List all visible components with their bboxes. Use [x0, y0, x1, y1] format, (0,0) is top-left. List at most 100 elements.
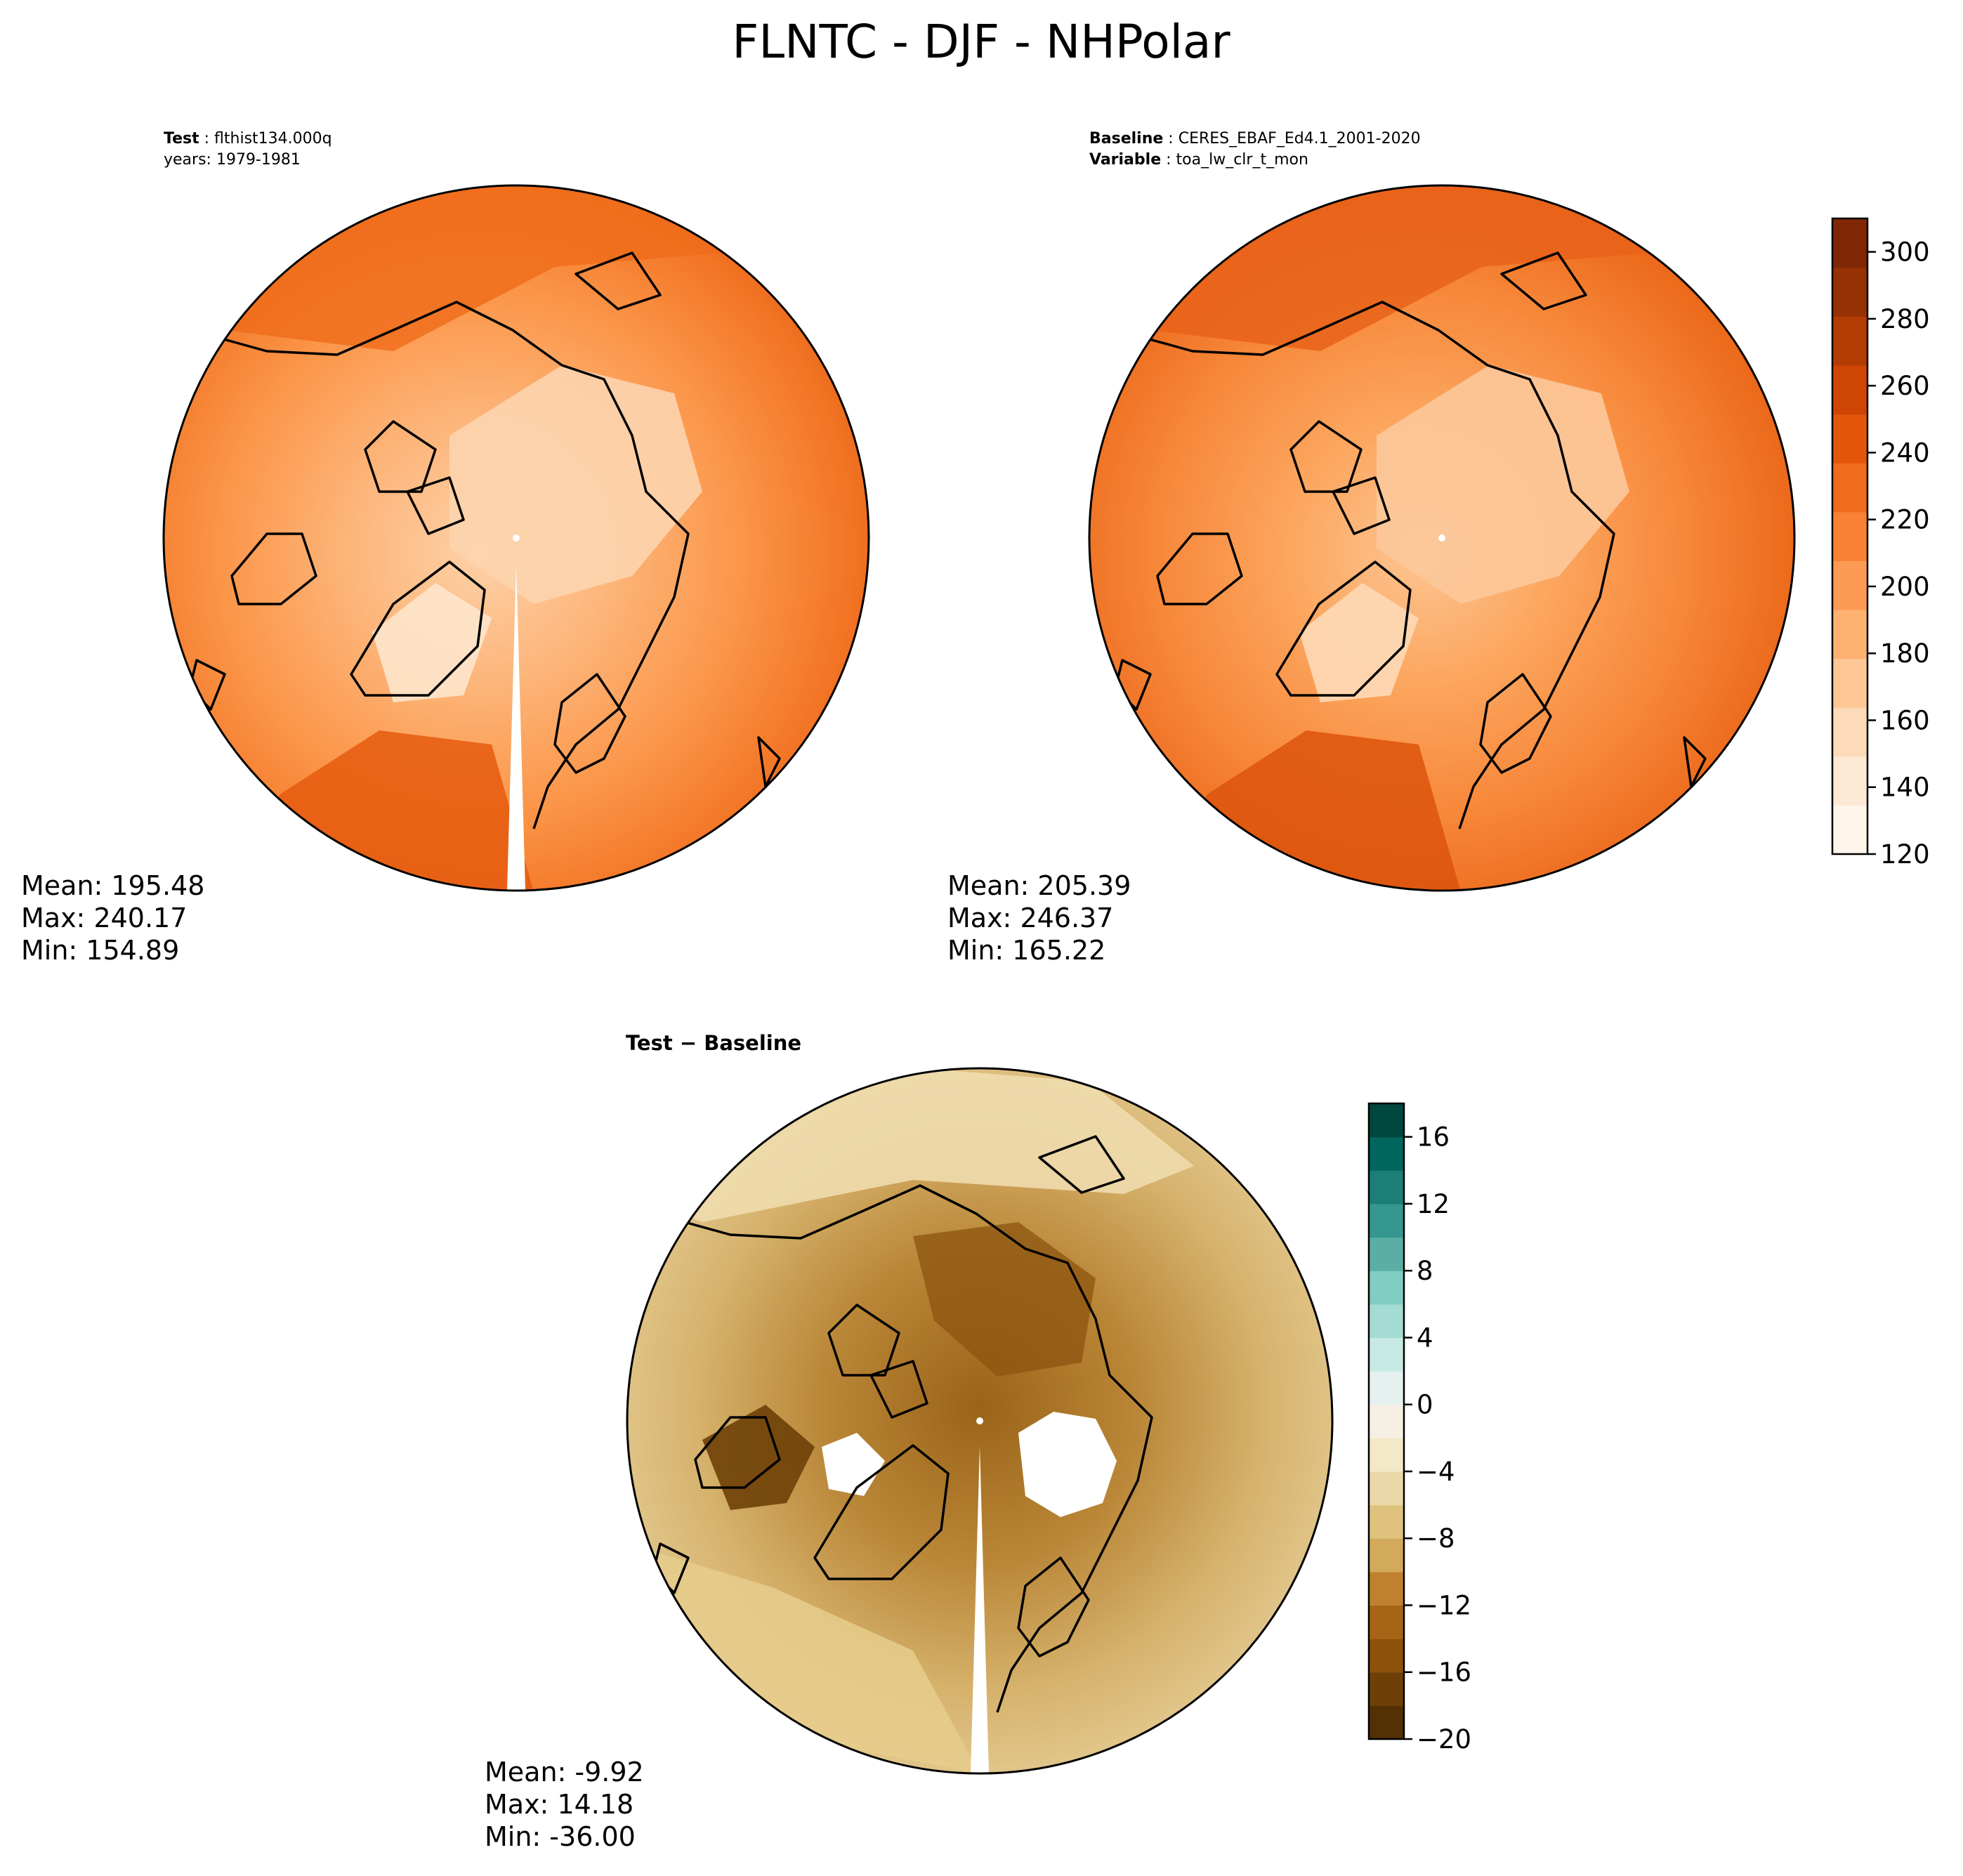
colorbar-bottom-swatch [1369, 1203, 1404, 1238]
colorbar-top-tick-label: 220 [1880, 505, 1930, 535]
colorbar-top-swatch [1832, 560, 1867, 610]
baseline-stat-min: Min: 165.22 [947, 935, 1105, 966]
test-years: years: 1979-1981 [164, 151, 301, 169]
colorbar-bottom-swatch [1369, 1371, 1404, 1405]
test-coastlines [188, 251, 781, 829]
colorbar-bottom-swatch [1369, 1438, 1404, 1472]
baseline-stat-mean: Mean: 205.39 [947, 870, 1131, 901]
diff-dark-arctic [913, 1222, 1096, 1377]
colorbar-bottom-swatch [1369, 1504, 1404, 1539]
baseline-variable-line: Variable : toa_lw_clr_t_mon [1089, 151, 1308, 169]
colorbar-bottom-swatch [1369, 1471, 1404, 1506]
colorbar-top-tick-label: 260 [1880, 371, 1930, 401]
test-map [162, 184, 870, 892]
colorbar-top-swatch [1832, 414, 1867, 464]
diff-stat-max: Max: 14.18 [485, 1789, 633, 1820]
baseline-stat-max: Max: 246.37 [947, 903, 1113, 933]
colorbar-bottom-swatch [1369, 1538, 1404, 1573]
test-north-pole-marker [513, 534, 520, 542]
colorbar-bottom-swatch [1369, 1404, 1404, 1438]
colorbar-top-tick-label: 120 [1880, 839, 1930, 870]
diff-stat-min: Min: -36.00 [485, 1821, 636, 1852]
colorbar-top-swatch [1832, 511, 1867, 561]
colorbar-bottom-swatch [1369, 1103, 1404, 1138]
colorbar-top-tick-label: 280 [1880, 304, 1930, 334]
colorbar-top-swatch [1832, 365, 1867, 415]
colorbar-bottom-swatch [1369, 1271, 1404, 1305]
colorbar-bottom-swatch [1369, 1337, 1404, 1372]
colorbar-bottom-swatch [1369, 1639, 1404, 1673]
baseline-panel-label: Baseline : CERES_EBAF_Ed4.1_2001-2020 [1089, 130, 1421, 147]
colorbar-top-tick-label: 140 [1880, 773, 1930, 803]
test-panel: Test : flthist134.000q years: 1979-1981 [21, 130, 870, 966]
test-label-sep: : [199, 130, 214, 147]
colorbar-bottom-tick-label: −16 [1417, 1658, 1471, 1688]
colorbar-bottom-swatch [1369, 1170, 1404, 1205]
test-cool-arctic [449, 365, 702, 604]
test-map-boundary [162, 184, 870, 892]
colorbar-top-tick-label: 200 [1880, 572, 1930, 602]
colorbar-top-swatch [1832, 218, 1867, 268]
colorbar-bottom-tick-label: 4 [1417, 1323, 1433, 1353]
colorbar-bottom-tick-label: 8 [1417, 1256, 1433, 1286]
colorbar-bottom-tick-label: −8 [1417, 1523, 1455, 1554]
diff-coastlines [652, 1135, 1153, 1713]
colorbar-top-swatch [1832, 463, 1867, 513]
colorbar-bottom-swatch [1369, 1237, 1404, 1271]
colorbar-bottom-tick-label: 0 [1417, 1390, 1433, 1420]
colorbar-bottom-swatch [1369, 1705, 1404, 1740]
baseline-panel: Baseline : CERES_EBAF_Ed4.1_2001-2020 Va… [947, 130, 1796, 966]
test-stat-max: Max: 240.17 [21, 903, 187, 933]
diff-panel-title: Test − Baseline [626, 1031, 801, 1055]
colorbar-top-swatch [1832, 805, 1867, 855]
colorbar-top-tick-label: 300 [1880, 237, 1930, 268]
colorbar-bottom-tick-label: 12 [1417, 1189, 1450, 1219]
baseline-north-pole-marker [1438, 534, 1445, 542]
diff-stat-mean: Mean: -9.92 [485, 1757, 644, 1788]
baseline-label-sep: : [1163, 130, 1178, 147]
colorbar-bottom-swatch [1369, 1605, 1404, 1639]
test-label-value: flthist134.000q [214, 130, 332, 147]
diff-north-pole-marker [976, 1417, 983, 1424]
colorbar-top-tick-label: 240 [1880, 438, 1930, 468]
baseline-map-boundary [1088, 184, 1796, 892]
colorbar-top-swatch [1832, 707, 1867, 757]
diff-white-patch-east [1018, 1412, 1117, 1517]
colorbar-top-swatch [1832, 609, 1867, 660]
test-stat-mean: Mean: 195.48 [21, 870, 204, 901]
diff-dark-canada [702, 1405, 815, 1510]
colorbar-top-swatch [1832, 316, 1867, 366]
test-greenland-cool [372, 583, 492, 702]
baseline-variable-value: toa_lw_clr_t_mon [1176, 151, 1308, 169]
colorbar-top-tick-label: 160 [1880, 705, 1930, 735]
test-missing-wedge [507, 565, 525, 891]
colorbar-bottom-swatch [1369, 1672, 1404, 1706]
diff-missing-wedge [971, 1445, 989, 1773]
baseline-map [1088, 184, 1796, 892]
colorbar-top: 120 140 160 180 200 220 240 260 280 300 [1831, 217, 1930, 870]
colorbar-bottom-tick-label: −12 [1417, 1590, 1471, 1620]
colorbar-bottom-tick-label: −4 [1417, 1457, 1455, 1487]
colorbar-bottom-swatch [1369, 1136, 1404, 1171]
test-label-key: Test [164, 130, 199, 147]
baseline-label-value: CERES_EBAF_Ed4.1_2001-2020 [1179, 130, 1421, 147]
colorbar-top-swatch [1832, 658, 1867, 708]
test-panel-label: Test : flthist134.000q [164, 130, 332, 147]
colorbar-bottom-tick-label: 16 [1417, 1122, 1450, 1153]
colorbar-top-swatch [1832, 267, 1867, 317]
baseline-variable-sep: : [1161, 151, 1176, 169]
diff-map-boundary [626, 1067, 1334, 1775]
baseline-cool-arctic [1377, 365, 1629, 604]
colorbar-bottom-swatch [1369, 1304, 1404, 1339]
colorbar-top-tick-label: 180 [1880, 638, 1930, 669]
baseline-variable-key: Variable [1089, 151, 1161, 169]
colorbar-bottom-swatch [1369, 1571, 1404, 1606]
diff-panel: Test − Baseline [485, 1031, 1334, 1852]
colorbar-bottom-tick-label: −20 [1417, 1724, 1471, 1754]
diff-white-patch-west [822, 1433, 885, 1496]
colorbar-bottom: −20 −16 −12 −8 −4 0 4 8 12 16 [1367, 1102, 1471, 1754]
colorbar-top-swatch [1832, 756, 1867, 806]
figure-title: FLNTC - DJF - NHPolar [732, 15, 1230, 69]
colorbar-top-frame [1831, 217, 1869, 855]
